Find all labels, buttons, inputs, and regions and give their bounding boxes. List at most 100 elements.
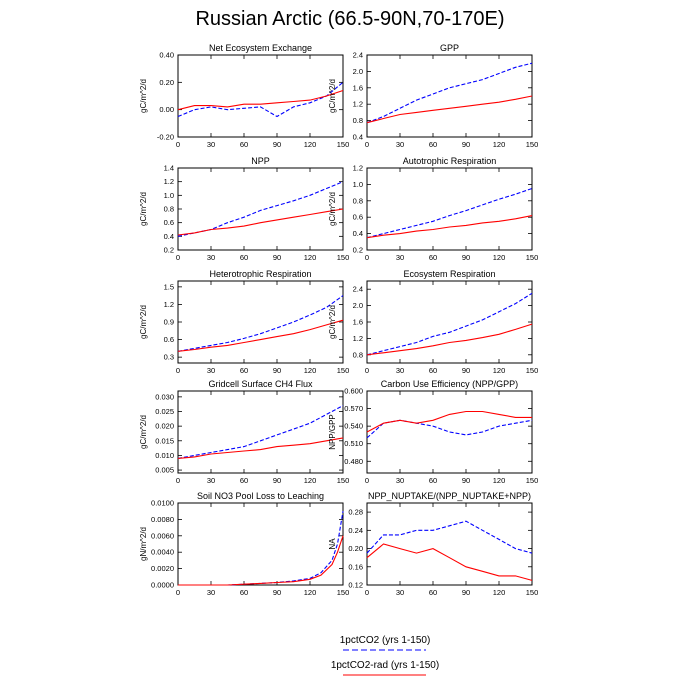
panel-9: 0 30 60 90 120 150 0.0000 0.0020 0.0040 0.0060 0.0… bbox=[139, 499, 349, 598]
x-tick-label: 0 bbox=[176, 588, 180, 597]
x-tick-label: 90 bbox=[462, 140, 470, 149]
plot-frame bbox=[366, 280, 533, 364]
y-tick-label: 2.4 bbox=[353, 51, 363, 60]
x-tick-label: 120 bbox=[493, 366, 506, 375]
x-tick-label: 150 bbox=[337, 366, 350, 375]
x-tick-label: 120 bbox=[304, 253, 317, 262]
x-tick-label: 60 bbox=[240, 588, 248, 597]
series-line-1pctco2-rad bbox=[366, 323, 533, 356]
y-axis-label: gC/m^2/d bbox=[328, 79, 337, 113]
y-tick-label: 0.005 bbox=[155, 466, 174, 475]
series-line-1pctco2 bbox=[366, 62, 533, 124]
panel-7: 0 30 60 90 120 150 0.005 0.010 0.015 0.020 0.025 0.… bbox=[139, 390, 349, 485]
y-tick-label: 0.4 bbox=[353, 133, 363, 142]
y-tick-label: 0.0040 bbox=[151, 548, 174, 557]
y-tick-label: -0.20 bbox=[157, 133, 174, 142]
y-axis-label: gC/m^2/d bbox=[139, 79, 148, 113]
x-tick-label: 0 bbox=[365, 366, 369, 375]
y-tick-label: 1.5 bbox=[164, 282, 174, 291]
series-line-1pctco2 bbox=[366, 187, 533, 239]
x-tick-label: 120 bbox=[304, 588, 317, 597]
y-tick-label: 0.28 bbox=[348, 508, 363, 517]
x-tick-label: 30 bbox=[396, 253, 404, 262]
plot-frame bbox=[177, 54, 344, 138]
series-line-1pctco2-rad bbox=[177, 319, 344, 352]
y-tick-label: 1.4 bbox=[164, 164, 174, 173]
panel-title: Autotrophic Respiration bbox=[402, 156, 497, 166]
series-line-1pctco2-rad bbox=[177, 437, 344, 459]
y-tick-label: 0.015 bbox=[155, 436, 174, 445]
x-tick-label: 90 bbox=[273, 476, 281, 485]
plot-frame bbox=[177, 280, 344, 364]
panel-title: Net Ecosystem Exchange bbox=[208, 43, 313, 53]
y-tick-label: 0.24 bbox=[348, 526, 363, 535]
y-tick-label: 1.0 bbox=[164, 191, 174, 200]
y-tick-label: 0.540 bbox=[344, 422, 363, 431]
panel-title: Ecosystem Respiration bbox=[403, 269, 496, 279]
x-tick-label: 150 bbox=[526, 476, 539, 485]
x-tick-label: 60 bbox=[429, 476, 437, 485]
y-axis-label: gC/m^2/d bbox=[139, 415, 148, 449]
panel-8: 0 30 60 90 120 150 0.480 0.510 0.540 0.570 0.600 NP… bbox=[328, 387, 538, 486]
panel-1: 0 30 60 90 120 150 -0.20 0.00 0.20 0.40 gC/m^2/d bbox=[139, 51, 349, 150]
x-tick-label: 30 bbox=[396, 588, 404, 597]
panel-title: Heterotrophic Respiration bbox=[209, 269, 312, 279]
x-tick-label: 0 bbox=[365, 476, 369, 485]
y-axis-label: gC/m^2/d bbox=[328, 192, 337, 226]
legend-label-2: 1pctCO2-rad (yrs 1-150) bbox=[330, 660, 440, 671]
y-axis-label: gC/m^2/d bbox=[139, 192, 148, 226]
y-tick-label: 1.2 bbox=[353, 164, 363, 173]
x-tick-label: 30 bbox=[207, 476, 215, 485]
panel-5: 0 30 60 90 120 150 0.3 0.6 0.9 1.2 1.5 gC/m^2/d bbox=[139, 280, 350, 375]
series-line-1pctco2 bbox=[178, 511, 344, 586]
x-tick-label: 60 bbox=[429, 253, 437, 262]
x-tick-label: 150 bbox=[337, 588, 350, 597]
y-tick-label: 0.0000 bbox=[151, 581, 174, 590]
y-tick-label: 0.570 bbox=[344, 404, 363, 413]
series-line-1pctco2-rad bbox=[366, 410, 532, 433]
y-tick-label: 0.0060 bbox=[151, 531, 174, 540]
x-tick-label: 60 bbox=[429, 366, 437, 375]
series-line-1pctco2-rad bbox=[177, 208, 344, 236]
x-tick-label: 120 bbox=[304, 476, 317, 485]
y-tick-label: 0.030 bbox=[155, 392, 174, 401]
y-tick-label: 0.2 bbox=[164, 246, 174, 255]
y-axis-label: gN/m^2/d bbox=[139, 527, 148, 561]
y-tick-label: 1.2 bbox=[164, 177, 174, 186]
y-tick-label: 0.0100 bbox=[151, 499, 174, 508]
x-tick-label: 150 bbox=[337, 140, 350, 149]
x-tick-label: 30 bbox=[207, 140, 215, 149]
series-line-1pctco2 bbox=[177, 81, 344, 118]
x-tick-label: 30 bbox=[207, 366, 215, 375]
x-tick-label: 0 bbox=[365, 253, 369, 262]
x-tick-label: 0 bbox=[365, 140, 369, 149]
y-axis-label: NPP/GPP bbox=[328, 414, 337, 450]
y-tick-label: 0.16 bbox=[348, 562, 363, 571]
plot-frame bbox=[366, 167, 533, 251]
plot-frame bbox=[366, 502, 533, 586]
y-tick-label: 0.510 bbox=[344, 439, 363, 448]
y-tick-label: 0.4 bbox=[353, 229, 363, 238]
y-tick-label: 0.0080 bbox=[151, 515, 174, 524]
y-tick-label: 0.010 bbox=[155, 451, 174, 460]
panel-title: Soil NO3 Pool Loss to Leaching bbox=[196, 491, 325, 501]
y-tick-label: 0.8 bbox=[353, 350, 363, 359]
x-tick-label: 0 bbox=[365, 588, 369, 597]
panel-title: NPP bbox=[251, 156, 270, 166]
plot-frame bbox=[177, 167, 344, 251]
x-tick-label: 30 bbox=[396, 476, 404, 485]
x-tick-label: 90 bbox=[273, 366, 281, 375]
y-tick-label: 0.600 bbox=[344, 387, 363, 396]
plot-frame bbox=[177, 502, 344, 586]
x-tick-label: 120 bbox=[493, 140, 506, 149]
series-line-1pctco2-rad bbox=[178, 535, 344, 586]
x-tick-label: 90 bbox=[462, 253, 470, 262]
y-tick-label: 0.6 bbox=[164, 335, 174, 344]
series-line-1pctco2 bbox=[177, 405, 344, 459]
y-tick-label: 0.20 bbox=[159, 78, 174, 87]
